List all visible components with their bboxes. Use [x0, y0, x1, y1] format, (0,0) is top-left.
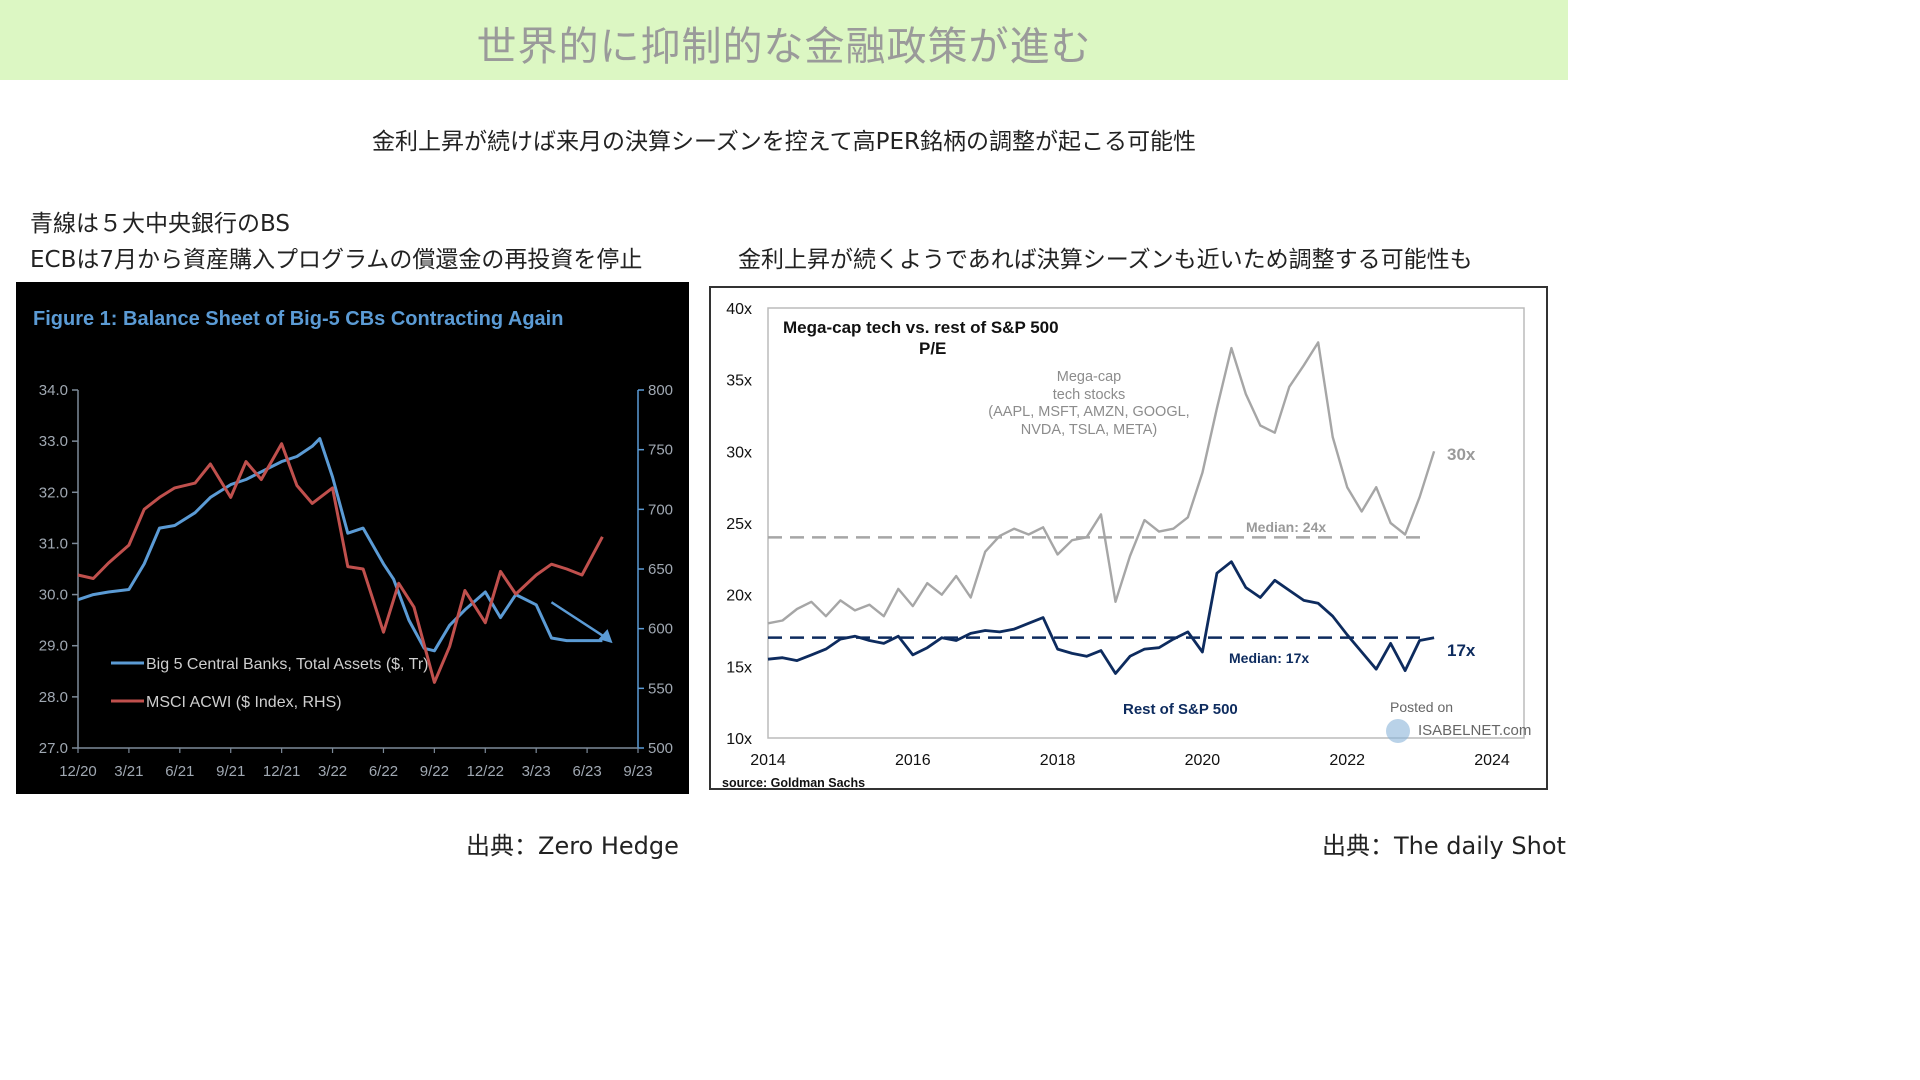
plot-frame — [767, 307, 1525, 739]
series-msci-line — [77, 442, 604, 684]
posted-on-label: Posted on — [1390, 699, 1453, 715]
y-tick-label: 35x — [726, 373, 752, 390]
y-tick-label: 28.0 — [39, 689, 68, 706]
y2-tick-label: 600 — [648, 621, 673, 638]
x-tick-label: 2018 — [1040, 752, 1076, 769]
legend-label-msci: MSCI ACWI ($ Index, RHS) — [146, 694, 342, 711]
pe-ratio-chart: 40x 35x 30x 25x 20x 15x 10x 2014 2016 2018 2020 202… — [722, 301, 1531, 790]
megacap-label-2: tech stocks — [1053, 387, 1126, 403]
end-label-30x: 30x — [1447, 445, 1476, 464]
legend-label-cb: Big 5 Central Banks, Total Assets ($, Tr… — [146, 656, 429, 673]
x-tick-label: 2020 — [1185, 752, 1221, 769]
megacap-label: Mega-cap — [1057, 369, 1121, 385]
trend-arrow-shaft — [550, 601, 608, 640]
x-tick-label: 2024 — [1474, 752, 1510, 769]
y2-tick-label: 700 — [648, 501, 673, 518]
x-tick-label: 3/21 — [114, 763, 143, 780]
x-tick-label: 12/22 — [466, 763, 504, 780]
y2-tick-label: 500 — [648, 740, 673, 757]
page-subtitle: 金利上昇が続けば来月の決算シーズンを控えて高PER銘柄の調整が起こる可能性 — [371, 129, 1197, 155]
page-title: 世界的に抑制的な金融政策が進む — [476, 24, 1092, 70]
left-note-2: ECBは7月から資産購入プログラムの償還金の再投資を停止 — [30, 247, 643, 273]
x-tick-label: 3/23 — [522, 763, 551, 780]
y-tick-label: 10x — [726, 731, 752, 748]
isabelnet-watermark: ISABELNET.com — [1418, 722, 1531, 739]
y-tick-label: 30.0 — [39, 587, 68, 604]
globe-icon — [1386, 719, 1410, 743]
x-tick-label: 6/23 — [572, 763, 601, 780]
y-tick-label: 27.0 — [39, 740, 68, 757]
y-tick-label: 33.0 — [39, 433, 68, 450]
y-tick-label: 29.0 — [39, 638, 68, 655]
right-note: 金利上昇が続くようであれば決算シーズンも近いため調整する可能性も — [738, 247, 1473, 273]
megacap-label-4: NVDA, TSLA, META) — [1021, 422, 1157, 438]
left-source: 出典：Zero Hedge — [466, 832, 679, 860]
x-tick-label: 9/21 — [216, 763, 245, 780]
y2-tick-label: 800 — [648, 382, 673, 399]
x-tick-label: 2022 — [1329, 752, 1365, 769]
trend-arrow-head — [598, 629, 613, 644]
end-label-17x: 17x — [1447, 641, 1476, 660]
y2-tick-label: 550 — [648, 680, 673, 697]
rest-sp500-label: Rest of S&P 500 — [1123, 701, 1238, 718]
y-tick-label: 34.0 — [39, 382, 68, 399]
megacap-label-3: (AAPL, MSFT, AMZN, GOOGL, — [988, 404, 1189, 420]
y-tick-label: 15x — [726, 659, 752, 676]
left-note-1: 青線は５大中央銀行のBS — [30, 211, 290, 237]
balance-sheet-chart: Figure 1: Balance Sheet of Big-5 CBs Con… — [33, 308, 673, 780]
median-24-label: Median: 24x — [1246, 519, 1326, 535]
x-tick-label: 3/22 — [318, 763, 347, 780]
chart2-title: Mega-cap tech vs. rest of S&P 500 — [783, 318, 1059, 337]
x-tick-label: 6/22 — [369, 763, 398, 780]
y-tick-label: 32.0 — [39, 484, 68, 501]
series-megacap-line — [767, 341, 1436, 625]
right-chart-panel: 40x 35x 30x 25x 20x 15x 10x 2014 2016 2018 2020 202… — [709, 286, 1548, 790]
x-tick-label: 12/20 — [59, 763, 97, 780]
y-tick-label: 40x — [726, 301, 752, 318]
right-source: 出典：The daily Shot — [1322, 832, 1566, 860]
series-rest-line — [767, 560, 1435, 675]
median-17-label: Median: 17x — [1229, 650, 1309, 666]
x-tick-label: 9/23 — [623, 763, 652, 780]
chart1-title: Figure 1: Balance Sheet of Big-5 CBs Con… — [33, 308, 563, 330]
y-tick-label: 31.0 — [39, 535, 68, 552]
series-cb-line — [77, 437, 603, 653]
x-tick-label: 2016 — [895, 752, 931, 769]
left-chart-panel: Figure 1: Balance Sheet of Big-5 CBs Con… — [16, 282, 689, 794]
y-tick-label: 20x — [726, 588, 752, 605]
x-tick-label: 6/21 — [165, 763, 194, 780]
y2-tick-label: 650 — [648, 561, 673, 578]
y-tick-label: 30x — [726, 444, 752, 461]
y2-tick-label: 750 — [648, 442, 673, 459]
header-banner: 世界的に抑制的な金融政策が進む — [0, 0, 1568, 80]
chart2-source: source: Goldman Sachs — [722, 776, 865, 788]
x-tick-label: 12/21 — [263, 763, 301, 780]
x-tick-label: 9/22 — [420, 763, 449, 780]
chart2-title-line2: P/E — [919, 339, 946, 358]
x-tick-label: 2014 — [750, 752, 786, 769]
y-tick-label: 25x — [726, 516, 752, 533]
